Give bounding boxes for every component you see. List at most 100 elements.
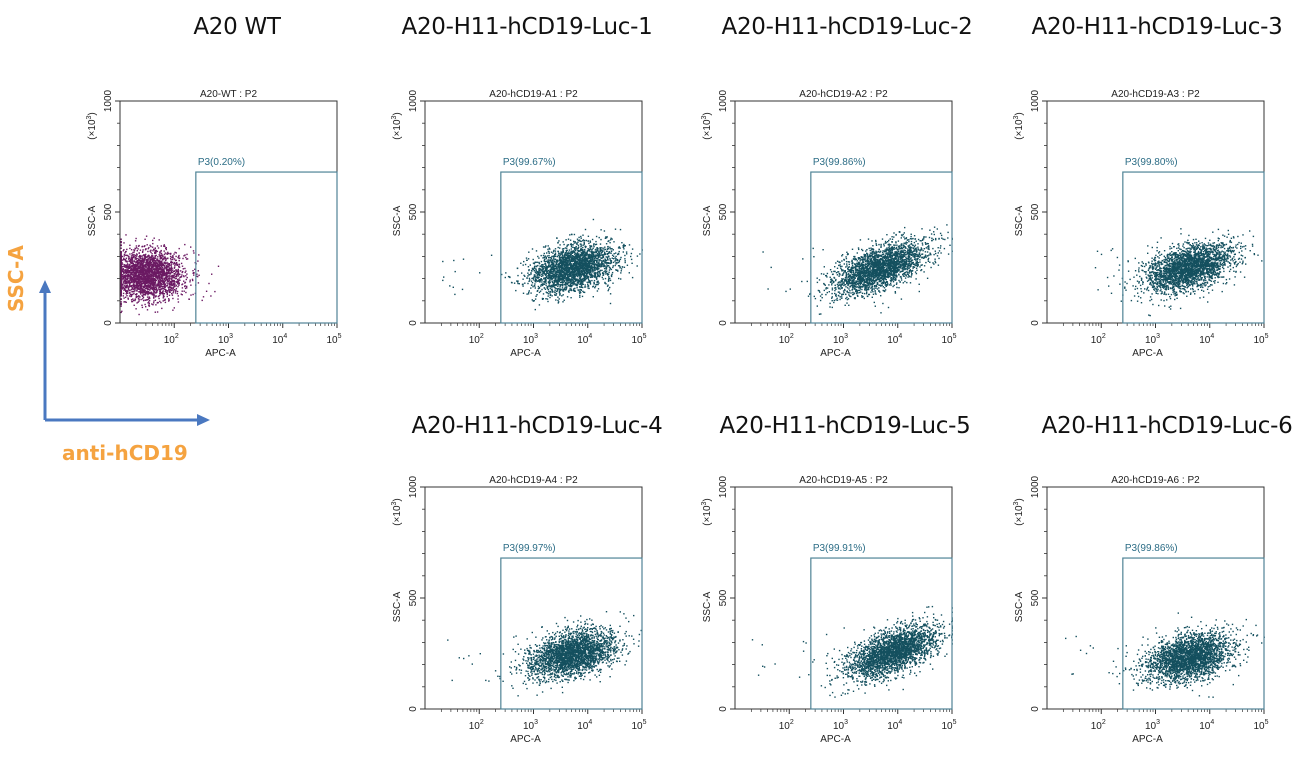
scatter-point bbox=[569, 267, 570, 268]
scatter-point bbox=[177, 279, 178, 280]
scatter-point bbox=[534, 285, 535, 286]
scatter-point bbox=[163, 296, 164, 297]
scatter-point bbox=[573, 290, 574, 291]
scatter-point bbox=[167, 283, 168, 284]
scatter-point bbox=[548, 291, 549, 292]
scatter-point bbox=[121, 273, 122, 274]
scatter-point bbox=[129, 275, 130, 276]
scatter-point bbox=[174, 273, 175, 274]
scatter-point bbox=[189, 281, 190, 282]
scatter-point bbox=[557, 286, 558, 287]
scatter-point bbox=[152, 275, 153, 276]
scatter-point bbox=[528, 293, 529, 294]
scatter-point bbox=[608, 272, 609, 273]
scatter-point bbox=[122, 288, 123, 289]
scatter-point bbox=[155, 266, 156, 267]
scatter-point bbox=[139, 279, 140, 280]
scatter-point bbox=[127, 275, 128, 276]
scatter-point bbox=[549, 277, 550, 278]
scatter-point bbox=[159, 295, 160, 296]
scatter-point bbox=[124, 255, 125, 256]
scatter-point bbox=[164, 246, 165, 247]
scatter-point bbox=[121, 274, 122, 275]
panel-title-2: A20-H11-hCD19-Luc-1 bbox=[402, 14, 653, 40]
scatter-point bbox=[606, 265, 607, 266]
scatter-point bbox=[171, 275, 172, 276]
scatter-point bbox=[142, 260, 143, 261]
scatter-point bbox=[556, 266, 557, 267]
scatter-point bbox=[150, 264, 151, 265]
scatter-point bbox=[146, 236, 147, 237]
scatter-point bbox=[589, 249, 590, 250]
scatter-point bbox=[138, 314, 139, 315]
scatter-point bbox=[141, 283, 142, 284]
scatter-point bbox=[137, 269, 138, 270]
scatter-point bbox=[148, 282, 149, 283]
scatter-point bbox=[157, 265, 158, 266]
scatter-point bbox=[128, 267, 129, 268]
scatter-point bbox=[558, 301, 559, 302]
scatter-point bbox=[136, 286, 137, 287]
scatter-point bbox=[533, 259, 534, 260]
scatter-point bbox=[588, 277, 589, 278]
scatter-point bbox=[575, 242, 576, 243]
scatter-point bbox=[577, 250, 578, 251]
scatter-point bbox=[625, 260, 626, 261]
scatter-point bbox=[141, 285, 142, 286]
scatter-point bbox=[588, 243, 589, 244]
scatter-point bbox=[190, 294, 191, 295]
scatter-point bbox=[129, 264, 130, 265]
scatter-point bbox=[532, 268, 533, 269]
scatter-point bbox=[202, 300, 203, 301]
legend-x-arrow-head bbox=[197, 414, 210, 426]
scatter-point bbox=[137, 258, 138, 259]
scatter-point bbox=[608, 290, 609, 291]
scatter-point bbox=[587, 284, 588, 285]
scatter-point bbox=[185, 272, 186, 273]
scatter-point bbox=[143, 289, 144, 290]
scatter-point bbox=[130, 267, 131, 268]
scatter-point bbox=[554, 276, 555, 277]
scatter-point bbox=[149, 300, 150, 301]
scatter-point bbox=[152, 285, 153, 286]
scatter-point bbox=[538, 257, 539, 258]
scatter-point bbox=[526, 260, 527, 261]
scatter-point bbox=[128, 281, 129, 282]
scatter-point bbox=[163, 270, 164, 271]
scatter-point bbox=[125, 255, 126, 256]
scatter-point bbox=[172, 289, 173, 290]
scatter-point bbox=[581, 271, 582, 272]
scatter-point bbox=[165, 289, 166, 290]
scatter-point bbox=[620, 259, 621, 260]
scatter-point bbox=[147, 275, 148, 276]
scatter-point bbox=[551, 295, 552, 296]
scatter-point bbox=[540, 291, 541, 292]
scatter-point bbox=[121, 291, 122, 292]
scatter-point bbox=[538, 286, 539, 287]
scatter-point bbox=[161, 261, 162, 262]
scatter-point bbox=[616, 270, 617, 271]
scatter-point bbox=[626, 253, 627, 254]
scatter-point bbox=[147, 309, 148, 310]
scatter-point bbox=[158, 247, 159, 248]
scatter-point bbox=[134, 286, 135, 287]
scatter-point bbox=[168, 253, 169, 254]
scatter-point bbox=[160, 274, 161, 275]
scatter-point bbox=[587, 258, 588, 259]
scatter-point bbox=[620, 229, 621, 230]
scatter-point bbox=[588, 264, 589, 265]
scatter-point bbox=[551, 252, 552, 253]
scatter-point bbox=[149, 283, 150, 284]
scatter-point bbox=[153, 302, 154, 303]
scatter-point bbox=[137, 271, 138, 272]
scatter-point bbox=[573, 241, 574, 242]
scatter-point bbox=[577, 272, 578, 273]
scatter-point bbox=[187, 277, 188, 278]
scatter-point bbox=[185, 270, 186, 271]
scatter-point bbox=[159, 239, 160, 240]
scatter-point bbox=[604, 254, 605, 255]
scatter-point bbox=[578, 237, 579, 238]
scatter-point bbox=[153, 275, 154, 276]
scatter-point bbox=[627, 265, 628, 266]
scatter-point bbox=[172, 256, 173, 257]
